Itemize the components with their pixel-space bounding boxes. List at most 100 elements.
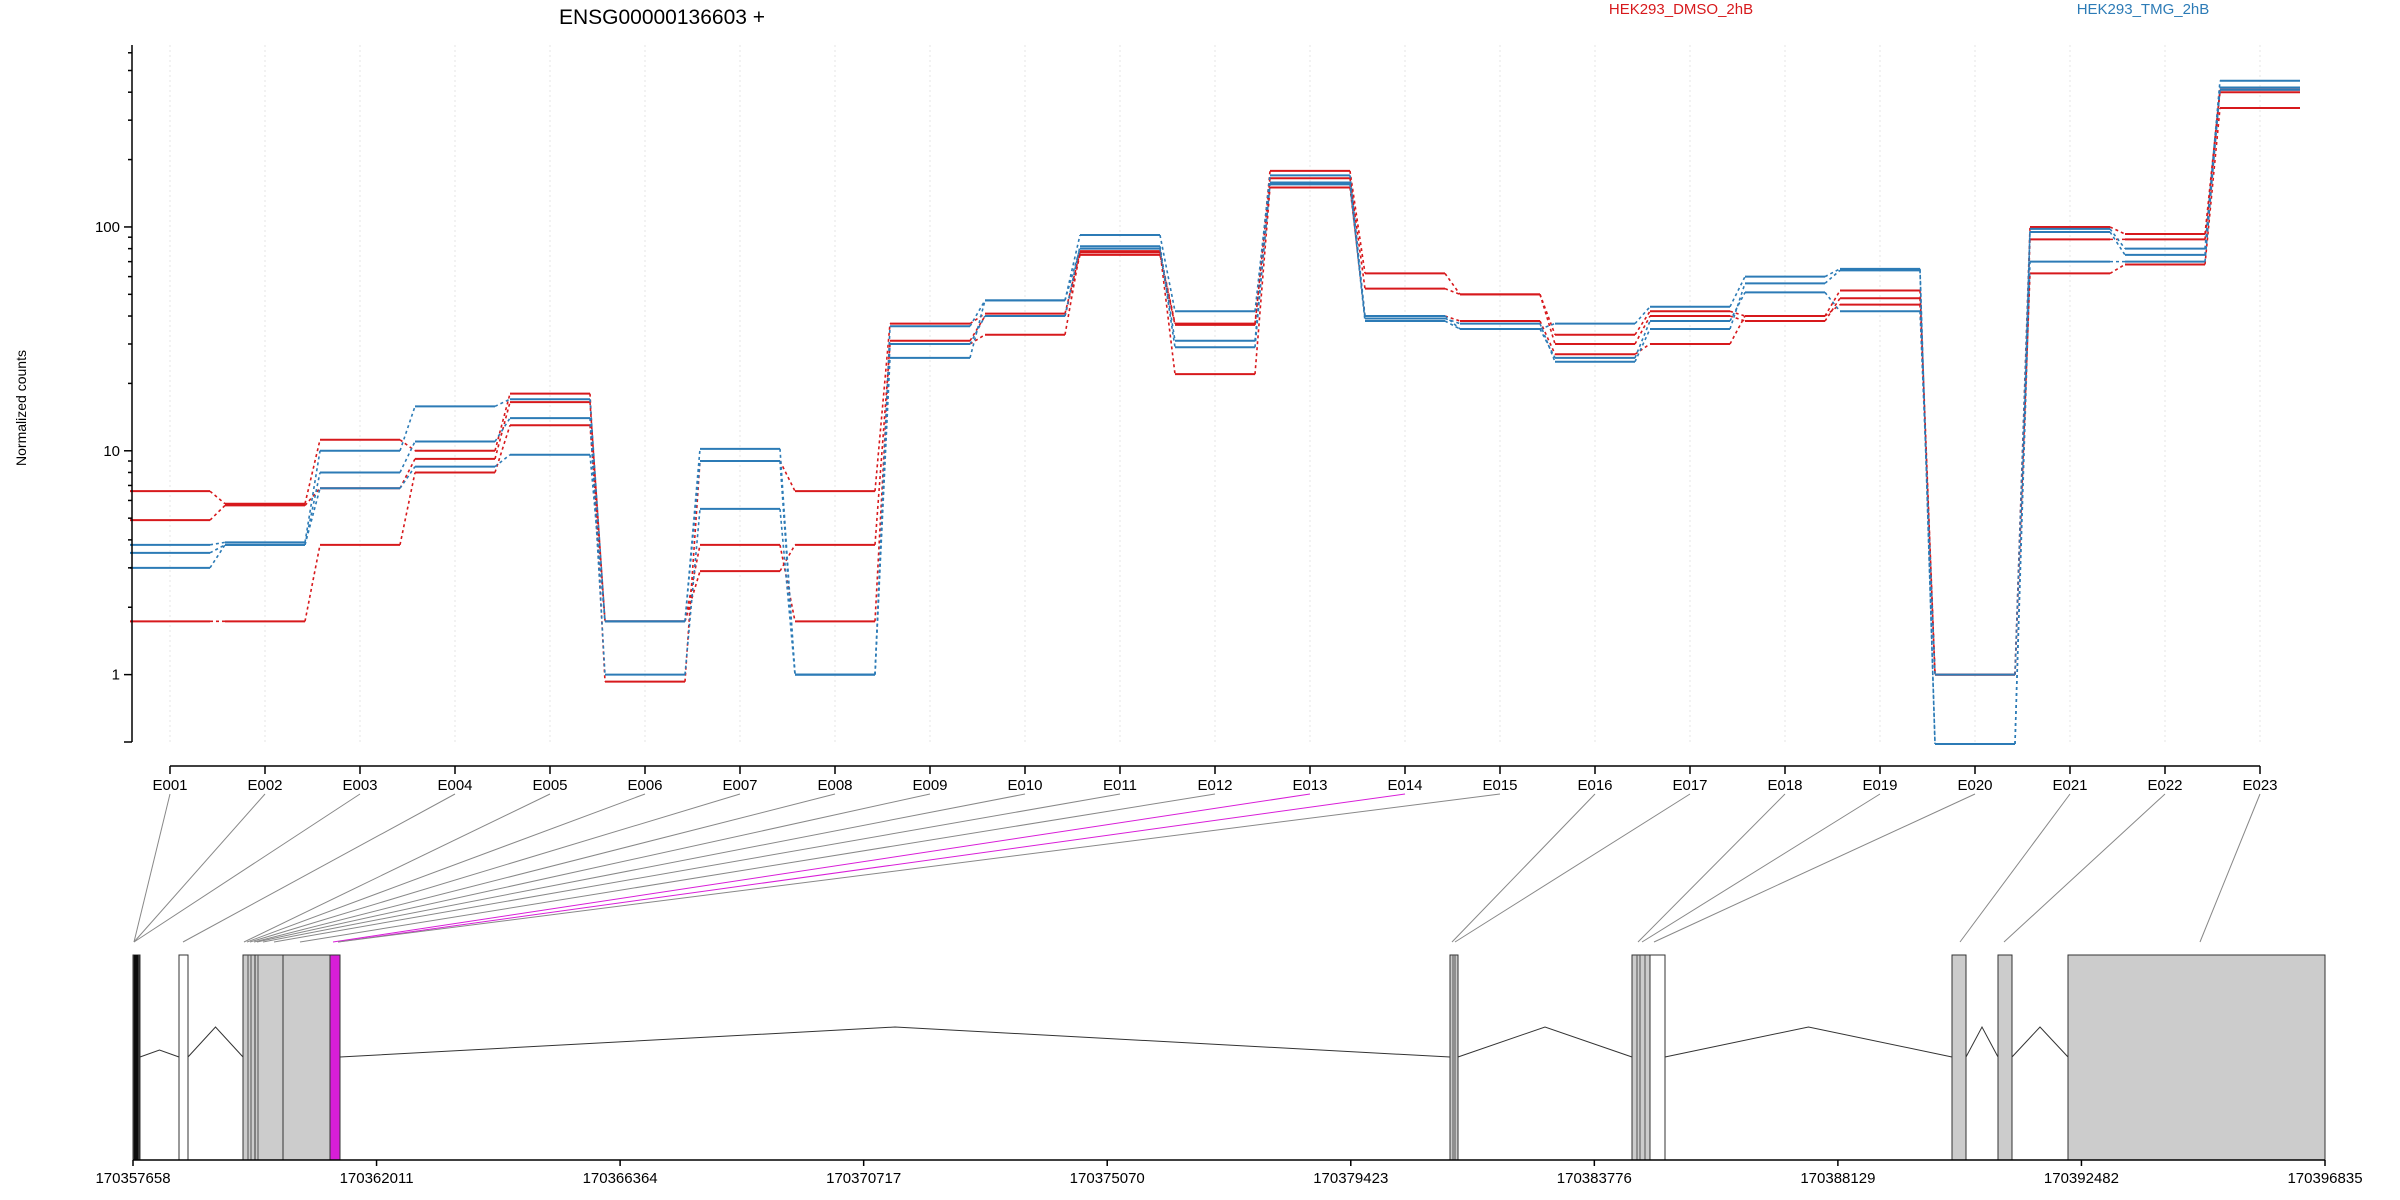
- series-5-connector-20: [2014, 261, 2031, 744]
- series-3-connector-15: [1539, 320, 1556, 355]
- series-3-connector-16: [1634, 343, 1651, 355]
- series-1-connector-14: [1444, 272, 1461, 295]
- gene-model: [132, 954, 2326, 1161]
- exon-connector-e020: [1653, 793, 1976, 943]
- y-tick-label-1: 1: [112, 667, 120, 684]
- exon-connector-e014: [337, 793, 1406, 943]
- series-6-connector-9: [969, 315, 986, 345]
- genomic-tick-label-2: 170362011: [340, 1170, 414, 1187]
- series-5-connector-16: [1634, 328, 1651, 363]
- x-tick-label-e020: E020: [1957, 777, 1992, 794]
- series-6-connector-2: [304, 488, 321, 546]
- x-tick-label-e002: E002: [247, 777, 282, 794]
- series-1-connector-2: [304, 439, 321, 504]
- series-5-connector-15: [1539, 323, 1556, 363]
- series-1-connector-17: [1729, 310, 1746, 317]
- genomic-tick-label-6: 170379423: [1313, 1170, 1388, 1187]
- x-tick-label-e018: E018: [1767, 777, 1802, 794]
- exon-connector-e001: [133, 793, 171, 943]
- genomic-tick-label-7: 170383776: [1557, 1170, 1632, 1187]
- series-4-connector-1: [209, 541, 226, 546]
- series-3-connector-4: [494, 425, 511, 473]
- genomic-tick-label-10: 170396835: [2287, 1170, 2362, 1187]
- intron-6: [1965, 1025, 1999, 1058]
- series-1-connector-8: [874, 323, 891, 492]
- series-2-connector-5: [589, 402, 606, 622]
- series-3-connector-14: [1444, 315, 1461, 322]
- x-tick-label-e004: E004: [437, 777, 472, 794]
- x-tick-label-e012: E012: [1197, 777, 1232, 794]
- legend-tmg-label: HEK293_TMG_2hB: [2077, 1, 2210, 18]
- series-3-connector-22: [2204, 107, 2221, 265]
- series-6-connector-12: [1254, 184, 1271, 341]
- genomic-tick-label-3: 170366364: [583, 1170, 658, 1187]
- series-5-connector-17: [1729, 283, 1746, 330]
- x-tick-label-e008: E008: [817, 777, 852, 794]
- series-5-connector-14: [1444, 317, 1461, 325]
- vertical-grid: [169, 45, 2261, 742]
- series-1-connector-1: [209, 490, 226, 505]
- series-4-connector-17: [1729, 276, 1746, 308]
- series-2-connector-2: [304, 487, 321, 506]
- genomic-tick-label-8: 170388129: [1800, 1170, 1875, 1187]
- series-1-connector-18: [1824, 290, 1841, 317]
- exon-connector-e016: [1451, 793, 1596, 943]
- series-4-connector-10: [1064, 234, 1081, 301]
- series-3-connector-17: [1729, 315, 1746, 345]
- x-tick-label-e001: E001: [152, 777, 187, 794]
- series-3-connector-21: [2109, 263, 2126, 275]
- exon-connector-e019: [1641, 793, 1881, 943]
- exon-connector-e015: [337, 793, 1501, 943]
- exon-connector-e023: [2199, 793, 2261, 943]
- exon-connector-e003: [133, 793, 361, 943]
- series-2: [130, 91, 2300, 676]
- genomic-axis: 170357658 170362011 170366364 170370717 1703…: [95, 1159, 2363, 1187]
- series-4-connector-9: [969, 299, 986, 327]
- series-4-connector-15: [1539, 322, 1556, 330]
- x-tick-label-e011: E011: [1103, 777, 1137, 794]
- series-3-connector-9: [969, 334, 986, 345]
- x-tick-label-e007: E007: [722, 777, 757, 794]
- series-3-connector-3: [399, 472, 416, 546]
- series-4-connector-11: [1159, 234, 1176, 312]
- x-tick-label-e014: E014: [1387, 777, 1422, 794]
- series-6: [130, 88, 2300, 676]
- series-2-connector-4: [494, 401, 511, 460]
- x-tick-label-e023: E023: [2242, 777, 2277, 794]
- exon-connector-e005: [243, 793, 551, 943]
- series-6-connector-1: [209, 544, 226, 554]
- series-5-connector-1: [209, 544, 226, 569]
- genomic-tick-label-1: 170357658: [95, 1170, 170, 1187]
- intron-4: [1457, 1026, 1633, 1058]
- exon-box-4: [254, 954, 284, 1161]
- series-1-connector-6: [684, 460, 701, 682]
- exon-connector-e007: [249, 793, 741, 943]
- chart-title: ENSG00000136603 +: [559, 6, 765, 29]
- series-6-connector-14: [1444, 320, 1461, 330]
- series-6-connector-15: [1539, 328, 1556, 359]
- x-tick-label-e009: E009: [912, 777, 947, 794]
- x-tick-label-e017: E017: [1672, 777, 1707, 794]
- exon-box-10: [1951, 954, 1967, 1161]
- exon-box-5: [282, 954, 331, 1161]
- intron-7: [2011, 1026, 2069, 1058]
- y-tick-label-100: 100: [95, 219, 120, 236]
- intron-2: [187, 1026, 244, 1058]
- series-6-connector-17: [1729, 292, 1746, 322]
- exon-box-6: [329, 954, 341, 1161]
- series-1-connector-4: [494, 393, 511, 451]
- exon-connector-e009: [256, 793, 931, 943]
- series-4-connector-18: [1824, 268, 1841, 278]
- exon-connector-e022: [2003, 793, 2166, 943]
- exon-box-3: [242, 954, 256, 1161]
- exon-box-12: [2067, 954, 2326, 1161]
- series-6-connector-16: [1634, 320, 1651, 359]
- series-4-connector-19: [1919, 268, 1936, 744]
- genomic-tick-label-4: 170370717: [826, 1170, 901, 1187]
- series-5-connector-11: [1159, 248, 1176, 348]
- exon-connector-layer: [133, 793, 2261, 943]
- series-1-connector-16: [1634, 310, 1651, 336]
- intron-1: [139, 1049, 180, 1058]
- series-2-connector-15: [1539, 294, 1556, 345]
